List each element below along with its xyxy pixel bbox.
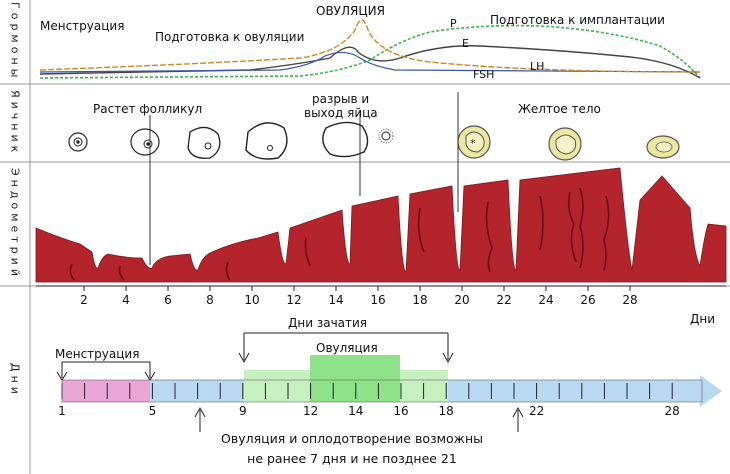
curve-fsh — [39, 51, 701, 73]
day-label: 5 — [149, 404, 157, 418]
corpus-luteum-2 — [548, 127, 582, 161]
hormones-ovulation-title: ОВУЛЯЦИЯ — [316, 4, 385, 18]
days-ovulation-label: Овуляция — [316, 341, 378, 355]
day-labels: 1 5 9 12 14 16 18 22 28 — [58, 404, 680, 418]
note-arrows — [194, 406, 524, 432]
corpus-luteum-3 — [646, 135, 680, 159]
axis-tick-labels: 2 4 6 8 10 12 14 16 18 20 22 24 26 28 — [80, 293, 637, 307]
day-label: 1 — [58, 404, 66, 418]
section-label-endometrium: Эндометрий — [8, 168, 22, 280]
cycle-guide-lines — [149, 92, 459, 265]
conception-days-label: Дни зачатия — [288, 316, 367, 330]
curve-label-e: E — [462, 37, 469, 50]
axis-tick-label: 6 — [164, 293, 172, 307]
menstruation-bracket — [56, 361, 156, 381]
rupture-label-line2: выход яйца — [304, 106, 378, 120]
curve-label-p: P — [450, 17, 457, 30]
ovary-row: Растет фолликул разрыв и выход яйца Желт… — [68, 92, 680, 161]
hormones-prep-ovulation-label: Подготовка к овуляции — [155, 30, 304, 44]
curve-lh — [39, 19, 701, 73]
day-label: 12 — [303, 404, 318, 418]
hormone-chart: Менструация Подготовка к овуляции ОВУЛЯЦ… — [39, 4, 701, 81]
day-label: 22 — [529, 404, 544, 418]
axis-tick-label: 2 — [80, 293, 88, 307]
day-label: 18 — [439, 404, 454, 418]
curve-e — [39, 45, 701, 79]
curve-label-fsh: FSH — [473, 68, 494, 81]
follicle-4 — [245, 122, 288, 160]
days-menstruation-label: Менструация — [55, 347, 139, 361]
luteal-segment-arrow — [448, 375, 722, 407]
note-line-1: Овуляция и оплодотворение возможны — [221, 431, 483, 446]
axis-tick-label: 14 — [328, 293, 343, 307]
axis-tick-marks — [83, 286, 631, 291]
endometrium-axis — [36, 285, 726, 291]
day-label: 16 — [393, 404, 408, 418]
day-label: 14 — [348, 404, 363, 418]
section-label-days: Дни — [8, 362, 22, 398]
follicle-growth-label: Растет фолликул — [93, 102, 202, 116]
axis-tick-label: 16 — [370, 293, 385, 307]
ruptured-follicle — [322, 121, 394, 158]
axis-tick-label: 22 — [496, 293, 511, 307]
axis-tick-label: 4 — [122, 293, 130, 307]
axis-tick-label: 10 — [244, 293, 259, 307]
hormones-prep-implantation-label: Подготовка к имплантации — [490, 13, 665, 27]
day-label: 28 — [665, 404, 680, 418]
hormones-menstruation-label: Менструация — [40, 19, 124, 33]
corpus-luteum-1: * — [457, 125, 491, 159]
follicle-3 — [187, 126, 221, 159]
section-label-ovary: Яичник — [8, 89, 22, 157]
day-label: 9 — [239, 404, 247, 418]
timeline-outline — [61, 379, 703, 403]
conception-days-bracket — [238, 332, 454, 364]
section-label-hormones: Гормоны — [8, 2, 22, 82]
days-row: Дни зачатия Менструация Овуляция 1 5 9 12 14… — [55, 316, 722, 466]
axis-unit-label: Дни — [690, 312, 715, 326]
note-line-2: не ранее 7 дня и не позднее 21 — [247, 451, 457, 466]
follicular-segment — [150, 380, 244, 402]
endometrium-tissue — [35, 167, 727, 283]
follicle-2 — [130, 128, 160, 156]
axis-tick-label: 28 — [622, 293, 637, 307]
ovulation-segment — [310, 355, 400, 402]
curve-label-lh: LH — [530, 60, 544, 73]
axis-tick-label: 24 — [538, 293, 553, 307]
follicle-1 — [68, 132, 88, 152]
axis-tick-label: 18 — [412, 293, 427, 307]
endometrium-layer — [35, 167, 727, 283]
axis-tick-label: 20 — [454, 293, 469, 307]
endometrium-vessels — [69, 187, 610, 281]
axis-tick-label: 8 — [206, 293, 214, 307]
svg-text:*: * — [470, 137, 476, 150]
curve-p — [39, 24, 701, 79]
menstruation-segment — [62, 380, 150, 402]
corpus-luteum-label: Желтое тело — [518, 102, 601, 116]
axis-tick-label: 26 — [580, 293, 595, 307]
axis-tick-label: 12 — [286, 293, 301, 307]
rupture-label-line1: разрыв и — [312, 92, 369, 106]
